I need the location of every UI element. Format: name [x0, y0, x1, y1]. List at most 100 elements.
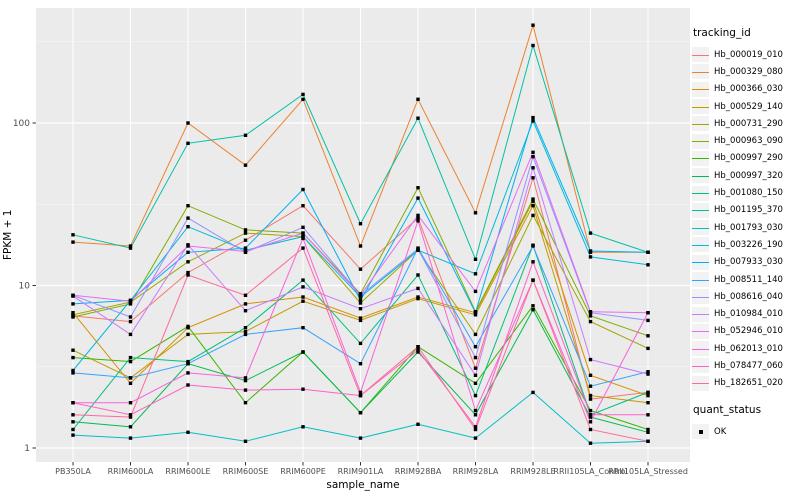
data-point — [646, 346, 650, 351]
legend-line-icon — [692, 210, 709, 212]
data-point — [186, 225, 190, 229]
data-point — [128, 299, 133, 303]
data-point — [588, 255, 593, 259]
legend-item-label: Hb_182651_020 — [714, 378, 783, 389]
data-point — [473, 408, 478, 413]
data-point — [473, 313, 478, 317]
legend-item-label: Hb_000997_290 — [714, 153, 783, 164]
legend-line-icon — [692, 365, 709, 367]
data-point — [71, 311, 75, 315]
legend-line-icon — [692, 383, 709, 385]
data-point — [128, 401, 133, 405]
legend-item-Hb_000529_140: Hb_000529_140 — [692, 98, 798, 115]
data-point — [301, 92, 305, 97]
data-point — [473, 425, 478, 429]
data-point — [416, 348, 420, 352]
data-point — [416, 116, 420, 120]
legend-item-label: Hb_000997_320 — [714, 170, 783, 181]
data-point — [588, 310, 593, 314]
x-tick-label: RRII105LA_Control — [553, 467, 627, 476]
data-point — [186, 270, 190, 275]
legend-item-label: Hb_008616_040 — [714, 291, 783, 302]
data-point — [71, 413, 75, 417]
data-point — [588, 384, 593, 388]
data-point — [531, 23, 535, 27]
legend-key-swatch — [692, 64, 709, 80]
data-point — [301, 285, 305, 289]
legend-line-icon — [692, 106, 709, 108]
data-point — [531, 199, 535, 203]
data-point — [243, 329, 248, 334]
data-point — [531, 166, 535, 170]
data-point — [186, 216, 190, 220]
data-point — [186, 383, 190, 387]
data-point — [358, 411, 363, 415]
x-tick-label: RRIM600SE — [223, 467, 269, 476]
legend-key-swatch — [692, 220, 709, 236]
legend-item-label: Hb_000731_290 — [714, 118, 783, 129]
data-point — [416, 97, 420, 101]
legend-key-swatch — [692, 341, 709, 357]
data-point — [588, 420, 593, 424]
data-point — [71, 427, 75, 432]
data-point — [243, 378, 248, 383]
data-point — [358, 293, 363, 297]
data-point — [243, 388, 248, 392]
data-point — [71, 313, 75, 317]
data-point — [358, 390, 363, 395]
data-point — [588, 427, 593, 432]
data-point — [588, 413, 593, 417]
data-point — [531, 308, 535, 312]
data-point — [243, 163, 248, 167]
data-point — [128, 244, 133, 248]
x-tick-label: RRIM600PE — [280, 467, 326, 476]
data-point — [301, 278, 305, 282]
legend-item-Hb_000019_010: Hb_000019_010 — [692, 46, 798, 63]
legend-key-swatch — [692, 254, 709, 270]
data-point — [588, 441, 593, 445]
data-point — [243, 326, 248, 330]
legend-title-tracking-id: tracking_id — [693, 27, 751, 39]
data-point — [186, 250, 190, 254]
data-point — [531, 176, 535, 180]
data-point — [473, 211, 478, 215]
legend-key-swatch — [692, 375, 709, 391]
data-point — [646, 439, 650, 443]
legend-line-icon — [692, 89, 709, 91]
data-point — [128, 381, 133, 385]
data-point — [588, 397, 593, 401]
data-point — [301, 225, 305, 229]
data-point — [128, 415, 133, 419]
data-point — [71, 293, 75, 297]
legend-item-Hb_010984_010: Hb_010984_010 — [692, 305, 798, 322]
data-point — [358, 301, 363, 305]
data-point — [531, 213, 535, 218]
legend-item-Hb_007933_030: Hb_007933_030 — [692, 254, 798, 271]
data-point — [358, 318, 363, 323]
data-point — [128, 355, 133, 360]
legend-line-icon — [692, 158, 709, 160]
data-point — [416, 219, 420, 223]
data-point — [473, 311, 478, 315]
legend-key-swatch — [692, 289, 709, 305]
data-point — [186, 324, 190, 329]
data-point — [71, 302, 75, 306]
data-point — [71, 368, 75, 373]
legend-item-label: Hb_007933_030 — [714, 257, 783, 268]
data-point — [531, 304, 535, 308]
data-point — [588, 373, 593, 377]
y-tick-label: 100 — [13, 119, 30, 129]
y-tick-label: 1 — [24, 444, 30, 454]
data-point — [473, 381, 478, 385]
x-axis-title: sample_name — [326, 479, 400, 491]
legend-item-label: Hb_052946_010 — [714, 326, 783, 337]
data-point — [473, 393, 478, 398]
legend-title-quant-status: quant_status — [693, 403, 762, 416]
data-point — [588, 319, 593, 324]
data-point — [531, 260, 535, 264]
data-point — [358, 222, 363, 226]
legend-item-label: Hb_078477_060 — [714, 360, 783, 371]
legend-items-tracking-id: Hb_000019_010 Hb_000329_080 Hb_000366_030 H… — [692, 46, 798, 392]
legend-key-swatch — [692, 168, 709, 184]
